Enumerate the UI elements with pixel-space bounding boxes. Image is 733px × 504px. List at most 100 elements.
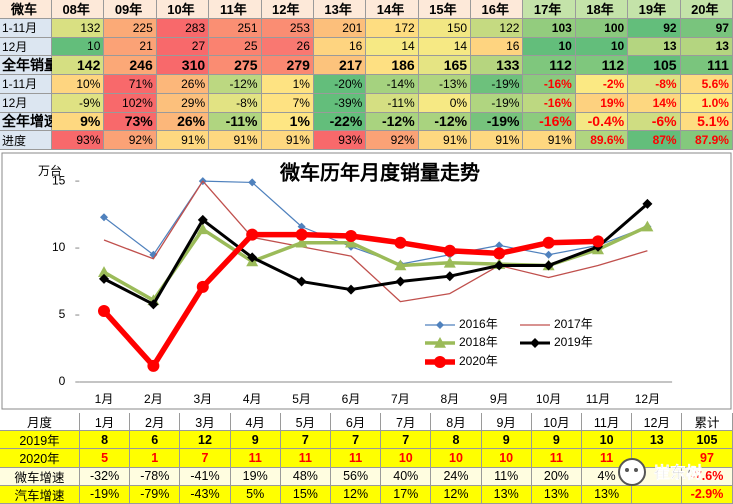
data-cell: 10 bbox=[523, 37, 576, 57]
header-cell: 18年 bbox=[575, 0, 629, 19]
point bbox=[641, 220, 654, 232]
data-cell: -8% bbox=[209, 93, 262, 113]
data-cell: 0% bbox=[418, 93, 472, 113]
data-cell: 73% bbox=[104, 112, 157, 132]
legend-label: 2019年 bbox=[554, 335, 593, 349]
x-tick-label: 12月 bbox=[635, 392, 660, 406]
data-cell: 11 bbox=[230, 449, 281, 468]
point bbox=[395, 276, 406, 287]
point bbox=[494, 260, 505, 271]
data-cell: 87% bbox=[628, 131, 681, 150]
data-cell: -13% bbox=[418, 75, 472, 94]
header-cell: 13年 bbox=[313, 0, 367, 19]
data-cell: 246 bbox=[104, 56, 157, 75]
data-cell: 251 bbox=[209, 18, 262, 38]
data-cell: 253 bbox=[261, 18, 314, 38]
data-cell: 186 bbox=[366, 56, 419, 75]
data-cell: 225 bbox=[104, 18, 157, 38]
data-cell: 102% bbox=[104, 93, 157, 113]
data-cell: 1 bbox=[130, 449, 181, 468]
header-cell: 累计 bbox=[682, 413, 733, 432]
data-cell: 12% bbox=[331, 485, 382, 504]
data-cell: 12 bbox=[180, 431, 231, 450]
header-cell: 月度 bbox=[0, 413, 80, 432]
data-cell: 1.0% bbox=[680, 93, 733, 113]
chart-title: 微车历年月度销量走势 bbox=[279, 160, 480, 184]
legend-label: 2018年 bbox=[459, 335, 498, 349]
point bbox=[197, 214, 208, 225]
point bbox=[196, 223, 209, 235]
data-cell: 10 bbox=[52, 37, 105, 57]
data-cell: 24% bbox=[431, 467, 482, 486]
data-cell: 13 bbox=[680, 37, 733, 57]
header-cell: 3月 bbox=[180, 413, 231, 432]
watermark-icon bbox=[634, 468, 638, 472]
point bbox=[246, 228, 259, 241]
point bbox=[544, 250, 553, 259]
x-tick-label: 7月 bbox=[391, 392, 410, 406]
legend-marker bbox=[530, 338, 540, 348]
data-cell: 7 bbox=[280, 431, 331, 450]
data-cell: 87.9% bbox=[680, 131, 733, 150]
data-cell: 56% bbox=[331, 467, 382, 486]
point bbox=[295, 236, 308, 248]
data-cell: 9 bbox=[481, 431, 532, 450]
data-cell: 5.6% bbox=[680, 75, 733, 94]
x-tick-label: 5月 bbox=[292, 392, 311, 406]
data-cell: -0.4% bbox=[575, 112, 629, 132]
row-label: 微车增速 bbox=[0, 467, 80, 486]
point bbox=[543, 260, 554, 271]
data-cell: 16 bbox=[471, 37, 524, 57]
data-cell: 71% bbox=[104, 75, 157, 94]
row-label: 1-11月 bbox=[0, 18, 52, 38]
data-cell: 11% bbox=[481, 467, 532, 486]
header-cell: 1月 bbox=[80, 413, 131, 432]
x-tick-label: 10月 bbox=[536, 392, 561, 406]
data-cell: -6% bbox=[628, 112, 681, 132]
x-tick-label: 6月 bbox=[342, 392, 361, 406]
data-cell: 19% bbox=[230, 467, 281, 486]
row-label: 1-11月 bbox=[0, 75, 52, 94]
data-cell: 97 bbox=[680, 18, 733, 38]
header-cell: 微车 bbox=[0, 0, 52, 19]
data-cell: 89.6% bbox=[575, 131, 629, 150]
data-cell: 7 bbox=[381, 431, 432, 450]
point bbox=[542, 236, 555, 249]
legend-marker bbox=[436, 321, 444, 329]
data-cell: 122 bbox=[471, 18, 524, 38]
point bbox=[196, 280, 209, 293]
data-cell: 29% bbox=[156, 93, 210, 113]
y-tick-label: 0 bbox=[59, 374, 66, 388]
row-label: 2019年 bbox=[0, 431, 80, 450]
x-tick-label: 8月 bbox=[440, 392, 459, 406]
chart: 微车历年月度销量走势 万台 0 5 10 15 1月 2月 3月 4月 5月 6月 7月 8月 9月 10… bbox=[1, 152, 732, 410]
data-cell: 9 bbox=[531, 431, 582, 450]
data-cell: 11 bbox=[531, 449, 582, 468]
data-cell: 16 bbox=[313, 37, 367, 57]
header-cell: 09年 bbox=[104, 0, 157, 19]
data-cell: 14% bbox=[628, 93, 681, 113]
header-cell: 15年 bbox=[418, 0, 472, 19]
data-cell: 5% bbox=[230, 485, 281, 504]
data-cell: 165 bbox=[418, 56, 472, 75]
point bbox=[295, 228, 308, 241]
data-cell: 15% bbox=[280, 485, 331, 504]
chart-frame bbox=[1, 152, 732, 410]
data-cell: 26 bbox=[261, 37, 314, 57]
data-cell: 17% bbox=[381, 485, 432, 504]
legend-label: 2020年 bbox=[459, 354, 498, 368]
data-cell: 111 bbox=[680, 56, 733, 75]
data-cell: 14 bbox=[418, 37, 472, 57]
point bbox=[148, 299, 159, 310]
data-cell: 13% bbox=[582, 485, 633, 504]
point bbox=[248, 178, 257, 187]
data-cell: 275 bbox=[209, 56, 262, 75]
header-cell: 20年 bbox=[680, 0, 733, 19]
data-cell: 150 bbox=[418, 18, 472, 38]
data-cell: 9% bbox=[52, 112, 105, 132]
data-cell: 7 bbox=[180, 449, 231, 468]
data-cell: 172 bbox=[366, 18, 419, 38]
data-cell: 279 bbox=[261, 56, 314, 75]
data-cell: -11% bbox=[366, 93, 419, 113]
